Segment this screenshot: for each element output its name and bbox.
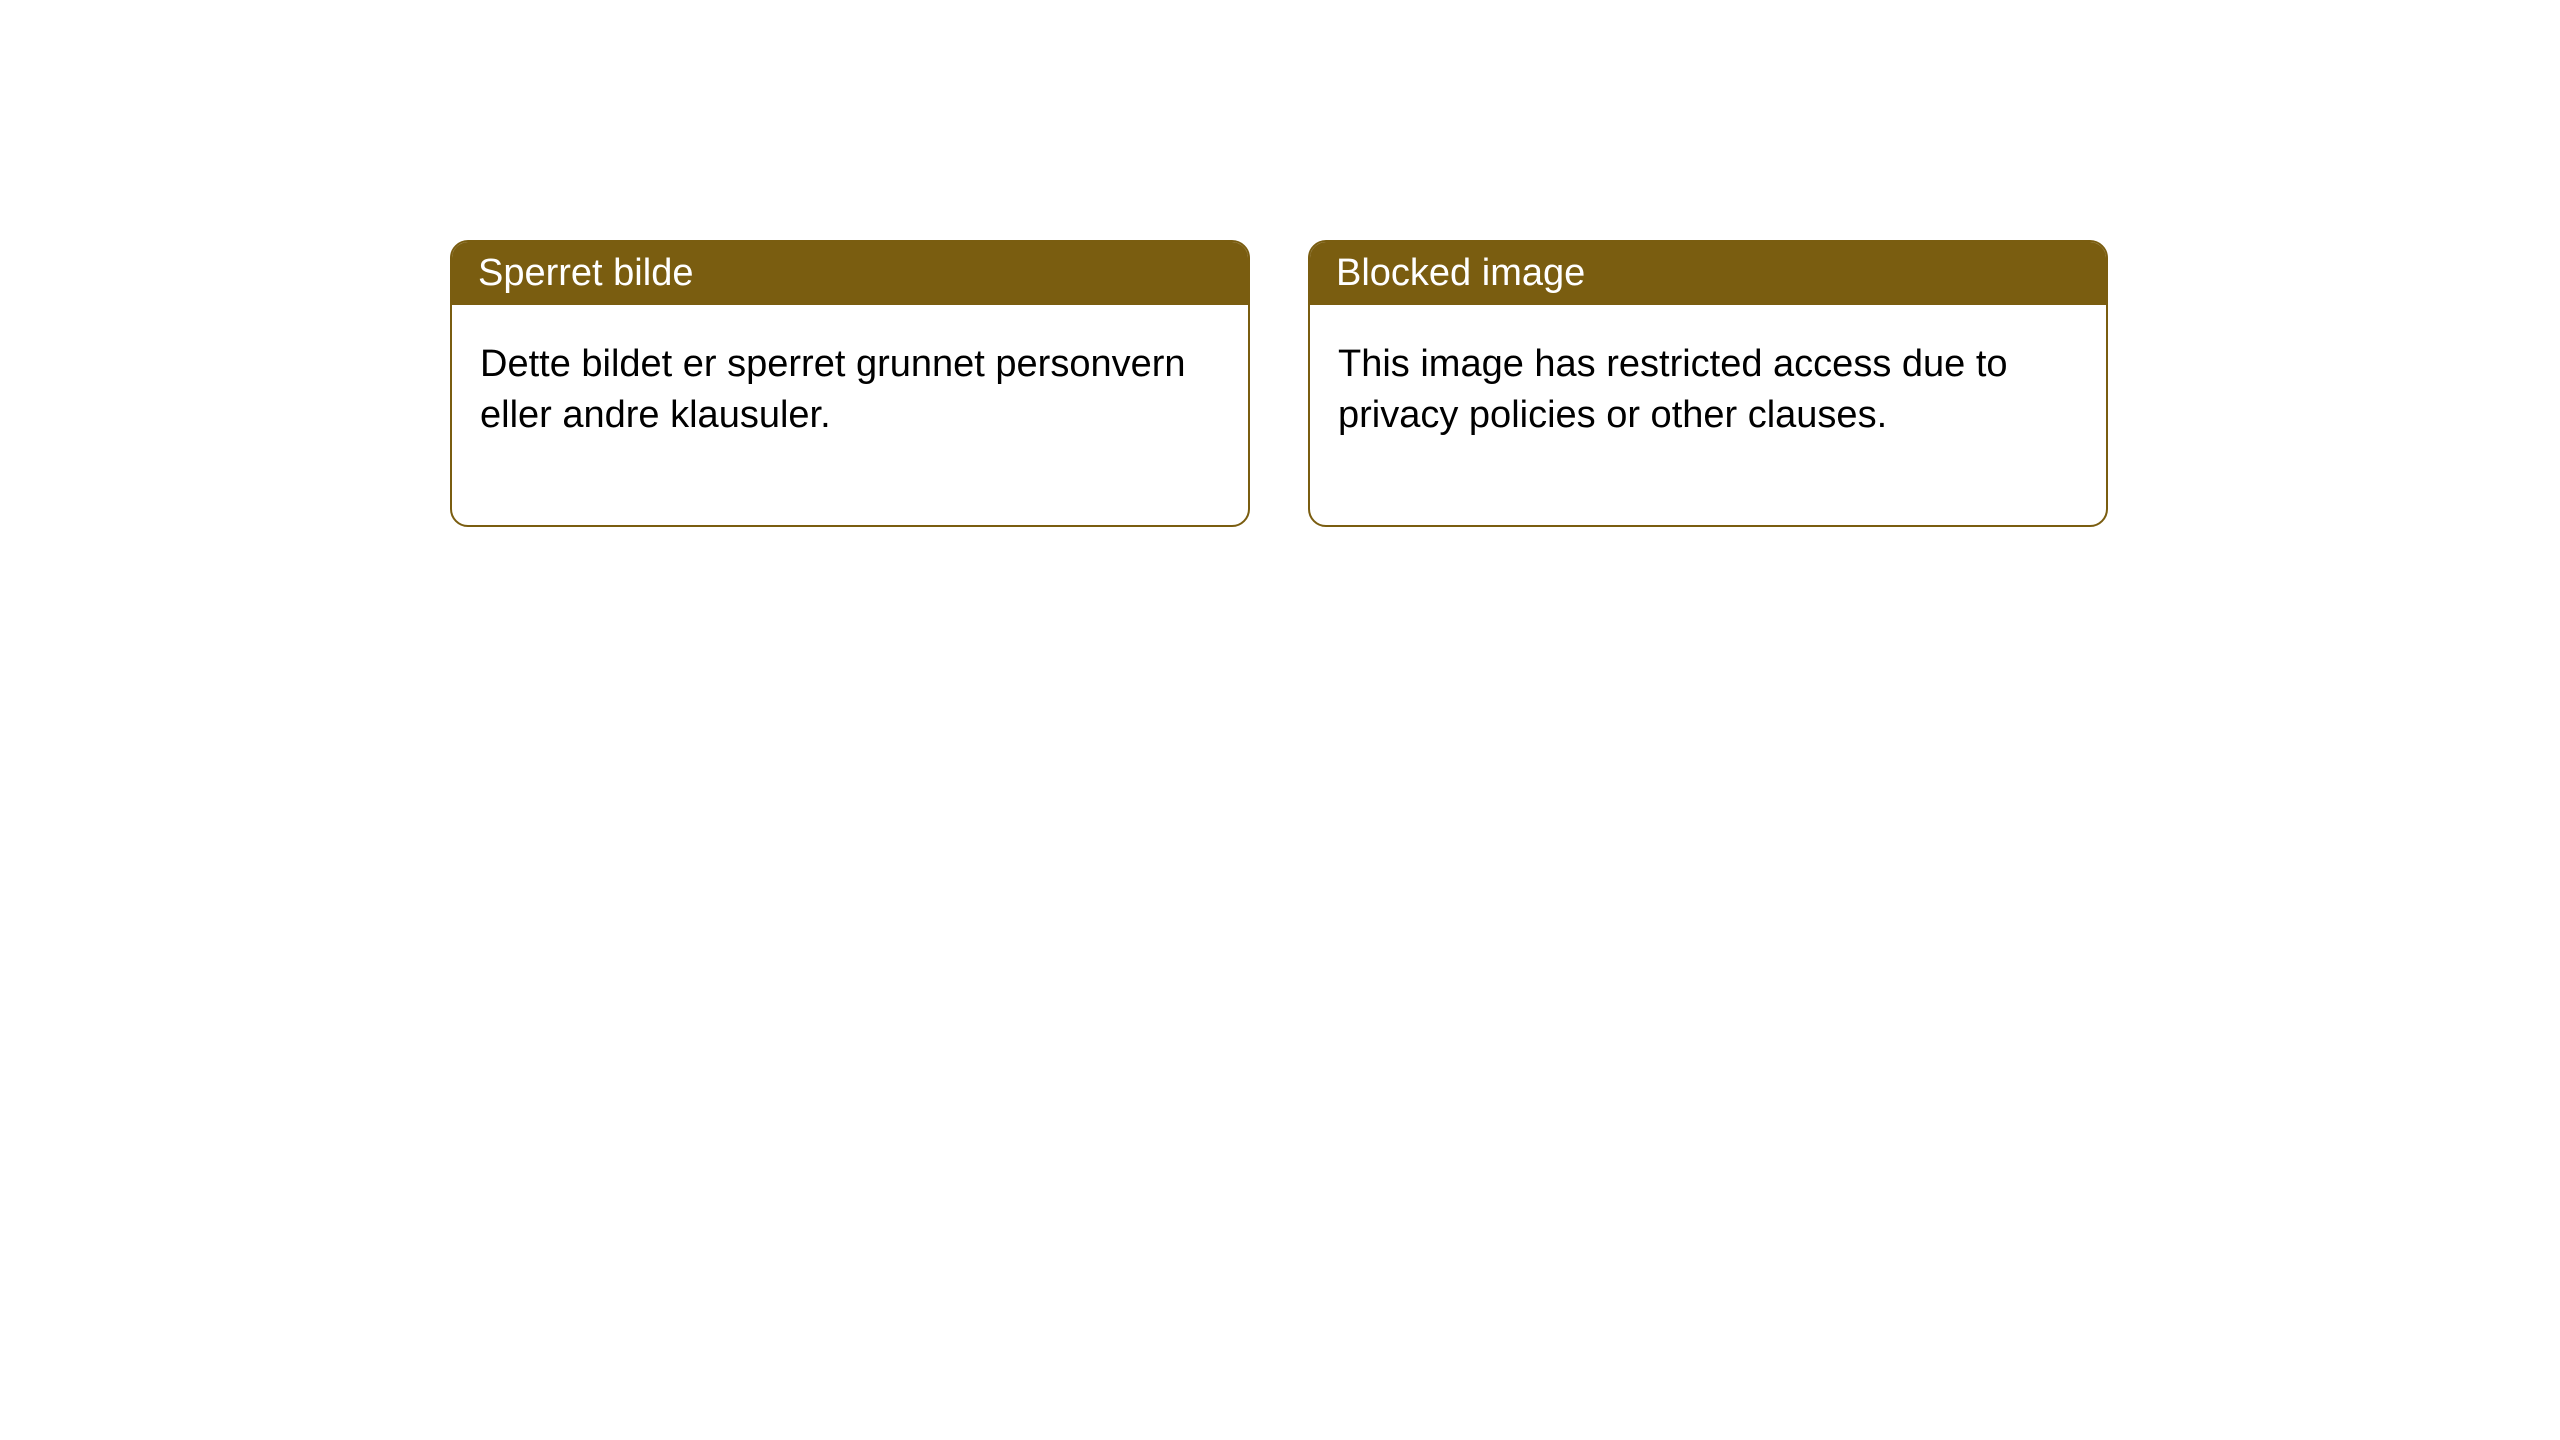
notice-title-no: Sperret bilde — [478, 252, 693, 294]
notice-text-en: This image has restricted access due to … — [1338, 343, 2008, 436]
notice-header-en: Blocked image — [1310, 242, 2106, 305]
notice-title-en: Blocked image — [1336, 252, 1585, 294]
notice-box-no: Sperret bilde Dette bildet er sperret gr… — [450, 240, 1250, 527]
notice-header-no: Sperret bilde — [452, 242, 1248, 305]
notice-container: Sperret bilde Dette bildet er sperret gr… — [450, 240, 2108, 527]
notice-box-en: Blocked image This image has restricted … — [1308, 240, 2108, 527]
notice-body-no: Dette bildet er sperret grunnet personve… — [452, 305, 1248, 525]
notice-text-no: Dette bildet er sperret grunnet personve… — [480, 343, 1186, 436]
notice-body-en: This image has restricted access due to … — [1310, 305, 2106, 525]
